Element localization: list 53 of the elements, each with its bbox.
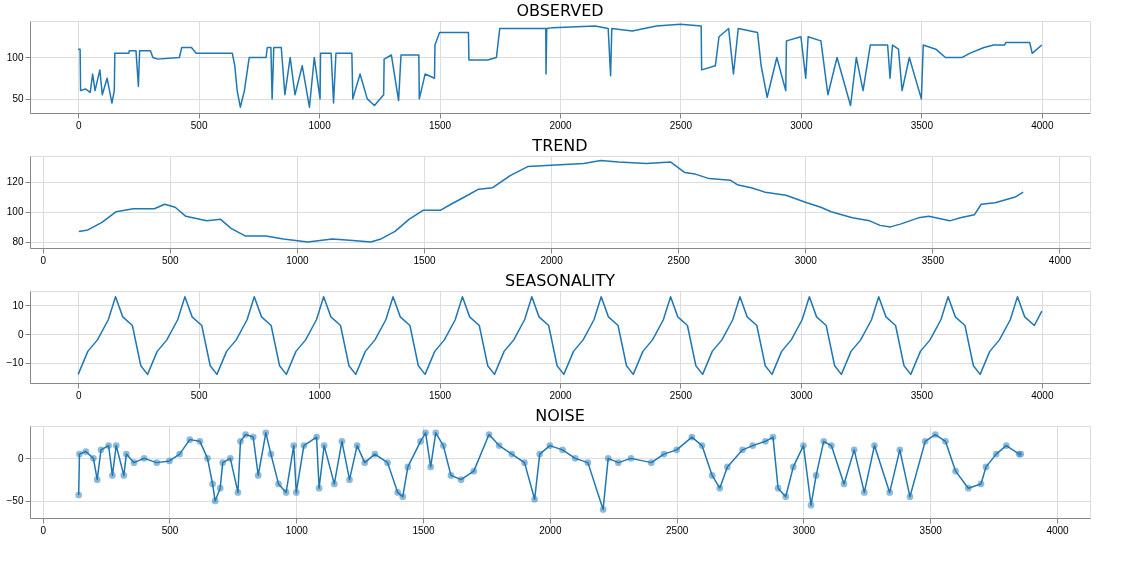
x-tick-label: 1500 [412,524,436,536]
x-tick-label: 3000 [794,254,818,266]
y-tick-label: 50 [12,93,24,105]
x-tick-label: 2000 [549,389,573,401]
chart-title: SEASONALITY [504,271,616,290]
x-tick-label: 3000 [790,389,813,401]
x-tick-label: 2000 [549,119,573,131]
x-tick-label: 4000 [1031,119,1054,131]
x-tick-label: 1500 [413,254,437,266]
line-series [77,23,1043,108]
y-tick-label: 120 [6,176,24,188]
x-tick-label: 1500 [428,119,452,131]
x-tick-label: 2000 [539,524,562,536]
chart-title: OBSERVED [516,1,604,20]
x-tick-label: 4000 [1048,254,1072,266]
x-tick-label: 4000 [1031,389,1054,401]
y-tick-label: 100 [6,51,24,63]
x-tick-label: 500 [161,254,180,266]
chart-title: TREND [531,136,588,155]
x-tick-label: 2000 [540,254,564,266]
y-tick-label: 0 [17,452,24,464]
x-tick-label: 2500 [669,119,693,131]
x-tick-label: 3500 [910,389,934,401]
x-tick-label: 500 [161,524,179,536]
line-series [78,159,1024,243]
x-tick-label: 2500 [666,524,689,536]
x-tick-label: 0 [40,524,47,536]
x-tick-label: 1500 [428,389,452,401]
y-tick-label: −50 [6,495,24,507]
x-tick-label: 4000 [1046,524,1070,536]
y-tick-label: 10 [12,299,24,311]
x-tick-label: 0 [75,389,82,401]
x-tick-label: 500 [190,119,208,131]
y-tick-label: 80 [12,236,24,248]
x-tick-label: 3000 [792,524,816,536]
x-tick-label: 2500 [667,254,691,266]
x-tick-label: 1000 [308,389,332,401]
x-tick-label: 3500 [919,524,943,536]
x-tick-label: 0 [40,254,47,266]
x-tick-label: 1000 [286,254,309,266]
line-series [77,296,1043,376]
y-tick-label: −10 [6,357,24,369]
x-tick-label: 1000 [308,119,332,131]
chart-title: NOISE [535,406,585,425]
x-tick-label: 3000 [790,119,813,131]
y-tick-label: 0 [17,328,24,340]
x-tick-label: 3500 [910,119,934,131]
x-tick-label: 1000 [285,524,309,536]
x-tick-label: 500 [190,389,208,401]
y-tick-label: 100 [6,206,24,218]
x-tick-label: 3500 [921,254,945,266]
x-tick-label: 2500 [669,389,693,401]
x-tick-label: 0 [75,119,82,131]
